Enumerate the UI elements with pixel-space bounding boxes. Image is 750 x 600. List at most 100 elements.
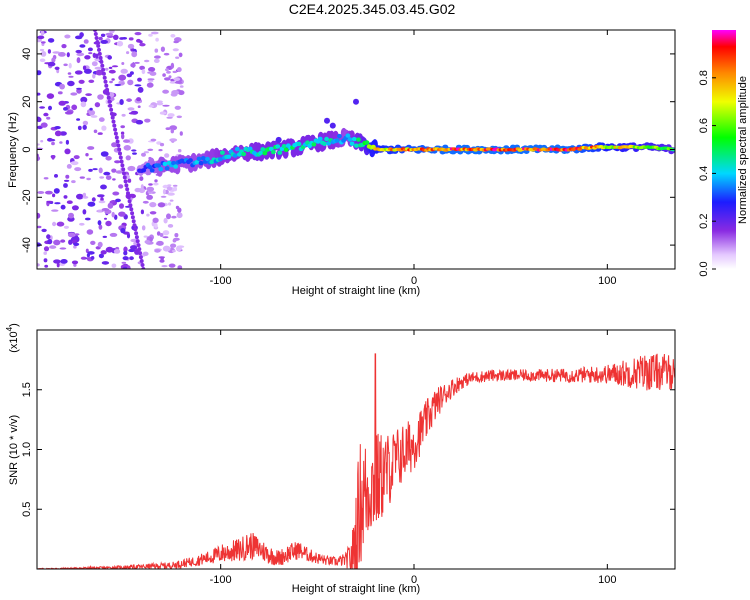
noise-cell (168, 202, 172, 206)
noise-cell (171, 90, 180, 95)
noise-cell (136, 97, 142, 102)
noise-cell (60, 204, 66, 210)
noise-cell (139, 65, 146, 70)
ridge-cell (271, 149, 276, 155)
noise-cell (37, 70, 42, 76)
noise-cell (123, 266, 128, 269)
noise-cell (94, 102, 101, 108)
noise-cell (59, 141, 63, 144)
noise-cell (140, 209, 144, 215)
stray-cell (353, 98, 359, 105)
noise-cell (170, 243, 177, 248)
noise-cell (175, 56, 180, 59)
noise-cell (54, 174, 58, 178)
noise-cell (47, 38, 55, 43)
noise-cell (127, 165, 136, 172)
noise-cell (123, 145, 131, 151)
noise-cell (112, 178, 116, 181)
noise-cell (121, 62, 125, 65)
noise-cell (146, 82, 154, 88)
noise-cell (159, 233, 164, 237)
noise-cell (179, 131, 183, 136)
noise-cell (76, 193, 84, 200)
noise-cell (80, 96, 88, 103)
noise-cell (67, 72, 72, 75)
noise-cell (90, 240, 96, 245)
streak-cell (98, 55, 103, 60)
ridge-cell (173, 164, 179, 169)
streak-cell (136, 243, 141, 248)
noise-cell (51, 155, 55, 160)
noise-cell (58, 100, 66, 106)
noise-cell (53, 259, 61, 264)
streak-cell (95, 40, 100, 44)
noise-cell (75, 49, 82, 54)
noise-cell (88, 79, 95, 84)
noise-cell (56, 262, 60, 268)
noise-cell (89, 157, 93, 161)
streak-cell (131, 219, 136, 224)
ridge-cell (196, 156, 202, 161)
ridge-cell (296, 141, 302, 147)
streak-cell (120, 163, 125, 168)
noise-cell (111, 65, 119, 68)
noise-cell (131, 51, 138, 58)
noise-cell (54, 202, 61, 205)
noise-cell (61, 44, 67, 49)
ridge-cell (268, 146, 274, 152)
noise-cell (148, 104, 154, 108)
ridge-cell (326, 141, 332, 146)
streak-cell (127, 199, 132, 204)
streak-cell (138, 255, 143, 260)
streak-cell (130, 215, 135, 220)
noise-cell (167, 224, 174, 228)
noise-cell (126, 265, 131, 269)
noise-cell (143, 151, 149, 154)
noise-cell (91, 197, 96, 202)
noise-cell (39, 48, 45, 52)
streak-cell (134, 235, 139, 240)
streak-cell (96, 43, 101, 48)
streak-cell (126, 195, 131, 200)
noise-cell (64, 111, 73, 115)
noise-cell (82, 124, 87, 130)
noise-cell (63, 107, 68, 111)
noise-cell (60, 259, 68, 264)
noise-cell (135, 119, 144, 125)
ridge-cell (200, 156, 206, 161)
noise-cell (94, 66, 103, 70)
noise-cell (166, 186, 173, 191)
ridge-cell (141, 168, 147, 173)
ridge-cell (317, 136, 323, 141)
noise-cell (154, 48, 159, 53)
noise-cell (66, 52, 70, 58)
noise-cell (143, 235, 148, 238)
noise-cell (43, 112, 49, 117)
noise-cell (154, 223, 158, 228)
noise-cell (111, 211, 115, 218)
noise-cell (89, 107, 93, 111)
noise-cell (63, 183, 68, 188)
streak-cell (124, 183, 129, 188)
noise-cell (48, 105, 52, 111)
noise-cell (109, 80, 113, 84)
noise-cell (139, 176, 144, 182)
streak-cell (122, 171, 126, 176)
noise-cell (141, 69, 146, 75)
noise-cell (113, 249, 121, 254)
noise-cell (68, 62, 72, 69)
noise-cell (67, 80, 75, 87)
noise-cell (97, 194, 105, 198)
noise-cell (127, 79, 134, 86)
noise-cell (150, 31, 159, 35)
spec-ytick-label: 40 (21, 48, 33, 60)
snr-ytick-label: 0.5 (21, 502, 33, 517)
noise-cell (169, 199, 174, 202)
ridge-cell (171, 160, 176, 166)
noise-cell (68, 75, 74, 78)
noise-cell (162, 104, 170, 107)
ridge-cell (364, 140, 370, 145)
noise-cell (76, 87, 82, 90)
noise-cell (176, 212, 183, 219)
